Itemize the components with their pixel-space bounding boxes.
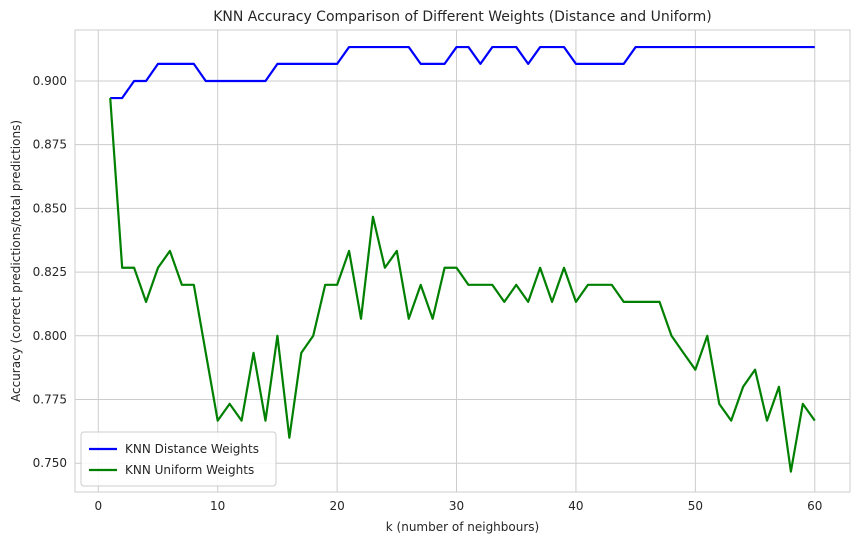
y-tick-label-2: 0.800 xyxy=(33,329,67,343)
legend-label-uniform: KNN Uniform Weights xyxy=(125,463,254,477)
y-tick-label-1: 0.775 xyxy=(33,392,67,406)
series-line-uniform xyxy=(109,97,816,473)
x-tick-label-4: 40 xyxy=(568,499,583,513)
chart-title: KNN Accuracy Comparison of Different Wei… xyxy=(213,9,712,25)
x-tick-label-2: 20 xyxy=(329,499,344,513)
x-tick-label-0: 0 xyxy=(94,499,102,513)
x-tick-label-5: 50 xyxy=(688,499,703,513)
legend-box xyxy=(80,431,277,487)
y-tick-label-0: 0.750 xyxy=(33,456,67,470)
legend: KNN Distance Weights KNN Uniform Weights xyxy=(80,431,277,487)
y-axis-label: Accuracy (correct predictions/total pred… xyxy=(9,120,23,402)
series-line-distance xyxy=(110,45,815,100)
y-tick-label-3: 0.825 xyxy=(33,265,67,279)
x-axis-label: k (number of neighbours) xyxy=(386,520,539,534)
plot-frame xyxy=(74,29,851,493)
x-axis-ticks: 0 10 20 30 40 50 60 xyxy=(94,499,822,513)
legend-label-distance: KNN Distance Weights xyxy=(125,442,259,456)
y-axis-ticks: 0.750 0.775 0.800 0.825 0.850 0.875 0.900 xyxy=(33,74,67,470)
y-tick-label-4: 0.850 xyxy=(33,201,67,215)
grid xyxy=(75,30,850,492)
x-tick-label-6: 60 xyxy=(807,499,822,513)
series-group xyxy=(109,45,816,473)
x-tick-label-3: 30 xyxy=(449,499,464,513)
y-tick-label-5: 0.875 xyxy=(33,138,67,152)
x-tick-label-1: 10 xyxy=(210,499,225,513)
y-tick-label-6: 0.900 xyxy=(33,74,67,88)
